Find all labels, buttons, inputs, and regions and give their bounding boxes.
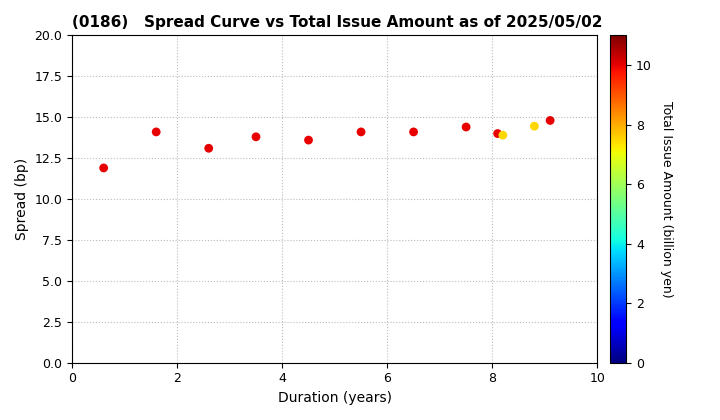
Point	[460, 123, 472, 130]
Point	[497, 132, 508, 139]
Point	[408, 129, 419, 135]
Point	[544, 117, 556, 124]
X-axis label: Duration (years): Duration (years)	[278, 391, 392, 405]
Point	[528, 123, 540, 129]
Point	[303, 137, 315, 144]
Y-axis label: Total Issue Amount (billion yen): Total Issue Amount (billion yen)	[660, 101, 673, 297]
Y-axis label: Spread (bp): Spread (bp)	[15, 158, 29, 240]
Point	[251, 134, 262, 140]
Point	[150, 129, 162, 135]
Point	[203, 145, 215, 152]
Point	[98, 165, 109, 171]
Text: (0186)   Spread Curve vs Total Issue Amount as of 2025/05/02: (0186) Spread Curve vs Total Issue Amoun…	[72, 15, 603, 30]
Point	[355, 129, 366, 135]
Point	[492, 130, 503, 137]
